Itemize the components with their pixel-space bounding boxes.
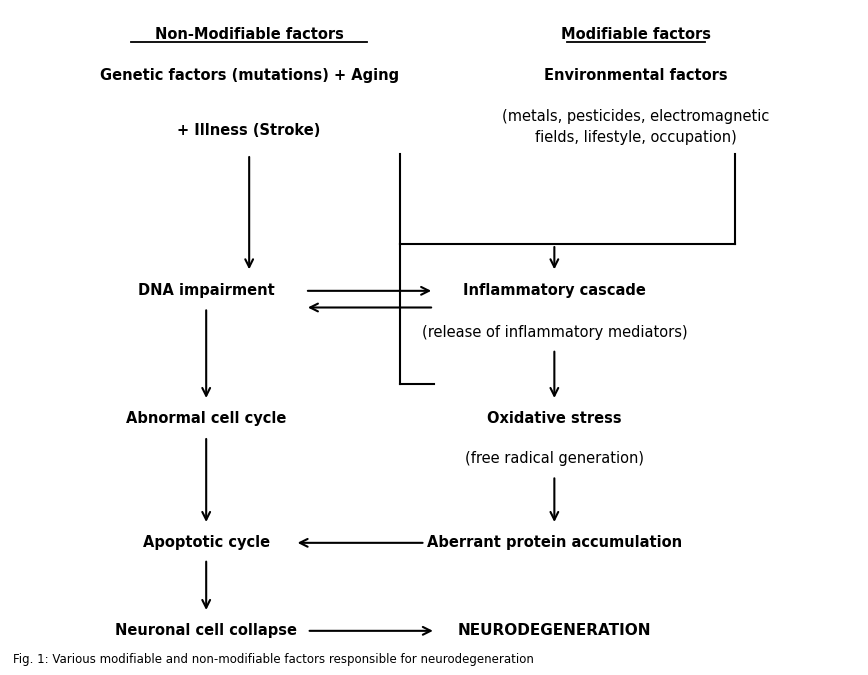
Text: + Illness (Stroke): + Illness (Stroke): [177, 124, 321, 138]
Text: DNA impairment: DNA impairment: [138, 284, 274, 298]
Text: Genetic factors (mutations) + Aging: Genetic factors (mutations) + Aging: [100, 68, 398, 83]
Text: Aberrant protein accumulation: Aberrant protein accumulation: [427, 535, 682, 550]
Text: (metals, pesticides, electromagnetic: (metals, pesticides, electromagnetic: [503, 109, 770, 124]
Text: NEURODEGENERATION: NEURODEGENERATION: [457, 623, 651, 639]
Text: Environmental factors: Environmental factors: [544, 68, 728, 83]
Text: (free radical generation): (free radical generation): [465, 452, 644, 466]
Text: Inflammatory cascade: Inflammatory cascade: [463, 284, 646, 298]
Text: (release of inflammatory mediators): (release of inflammatory mediators): [422, 325, 687, 340]
Text: Non-Modifiable factors: Non-Modifiable factors: [155, 27, 344, 42]
Text: Oxidative stress: Oxidative stress: [487, 411, 621, 427]
Text: Modifiable factors: Modifiable factors: [561, 27, 711, 42]
Text: Fig. 1: Various modifiable and non-modifiable factors responsible for neurodegen: Fig. 1: Various modifiable and non-modif…: [13, 653, 534, 666]
Text: fields, lifestyle, occupation): fields, lifestyle, occupation): [536, 130, 737, 145]
Text: Neuronal cell collapse: Neuronal cell collapse: [115, 623, 297, 639]
Text: Apoptotic cycle: Apoptotic cycle: [142, 535, 270, 550]
Text: Abnormal cell cycle: Abnormal cell cycle: [126, 411, 286, 427]
